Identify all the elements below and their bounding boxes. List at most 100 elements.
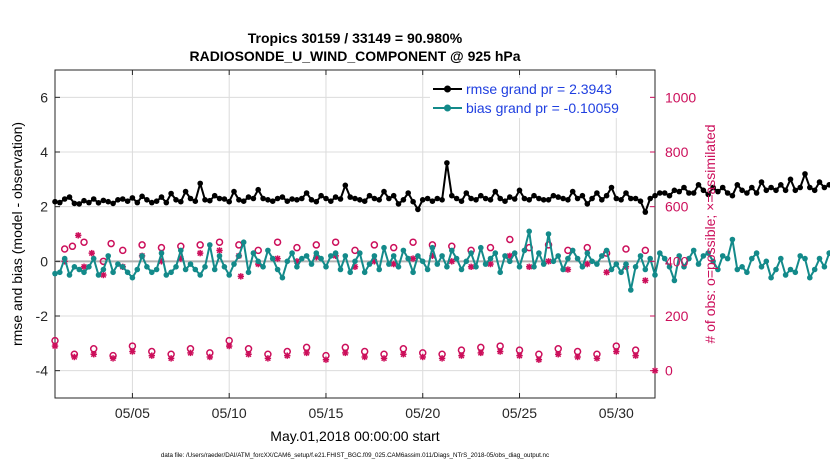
bias-point: [628, 287, 634, 293]
bias-point: [744, 269, 750, 276]
rmse-point: [115, 197, 121, 203]
rmse-point: [410, 198, 416, 205]
bias-point: [202, 264, 208, 270]
rmse-point: [81, 197, 87, 204]
bias-point: [61, 255, 68, 262]
obs-possible-marker: [60, 245, 69, 253]
bias-point: [782, 272, 789, 278]
bias-point: [197, 272, 203, 278]
bias-point: [221, 264, 228, 270]
rmse-point: [236, 197, 242, 203]
rmse-point: [453, 195, 460, 202]
rmse-point: [657, 190, 663, 196]
rmse-point: [623, 190, 629, 196]
rmse-point: [753, 190, 760, 196]
obs-assimilated-marker: [264, 355, 272, 362]
x-tick-label: 05/05: [115, 405, 150, 421]
rmse-point: [376, 197, 383, 203]
bias-point: [642, 266, 649, 273]
legend-box: [430, 78, 650, 118]
bias-point: [821, 264, 828, 270]
rmse-point: [739, 187, 745, 194]
rmse-point: [390, 192, 397, 199]
bias-point: [308, 261, 315, 267]
rmse-point: [487, 197, 494, 203]
bias-point: [482, 261, 489, 267]
bias-point: [811, 266, 818, 273]
rmse-point: [168, 190, 174, 197]
obs-assimilated-marker: [390, 260, 397, 268]
rmse-point: [163, 199, 170, 206]
obs-assimilated-stroke: [90, 351, 97, 358]
bias-point: [390, 253, 397, 259]
y2-tick-label: 1000: [665, 89, 696, 105]
obs-possible-marker: [331, 238, 340, 246]
rmse-point: [700, 187, 707, 194]
obs-possible-marker: [196, 241, 204, 249]
bias-point: [444, 264, 450, 270]
rmse-point: [444, 160, 450, 166]
bias-point: [434, 261, 441, 267]
bias-point: [400, 247, 407, 254]
rmse-point: [603, 192, 610, 199]
obs-possible-marker: [360, 347, 369, 356]
bias-point: [758, 264, 765, 270]
bias-point: [565, 255, 571, 262]
obs-assimilated-stroke: [448, 258, 455, 265]
bias-point: [478, 244, 484, 251]
obs-assimilated-marker: [574, 353, 581, 361]
bias-point: [192, 266, 199, 273]
obs-possible-marker: [641, 246, 650, 255]
bias-point: [57, 269, 63, 276]
legend-bias-label: bias grand pr = -0.10059: [466, 100, 619, 116]
obs-assimilated-stroke: [361, 354, 368, 360]
rmse-point: [594, 190, 600, 196]
bias-point: [231, 261, 237, 267]
rmse-point: [502, 198, 508, 204]
bias-point: [76, 266, 82, 273]
rmse-point: [555, 194, 561, 200]
bias-point: [71, 264, 78, 270]
obs-possible-marker: [157, 243, 166, 252]
obs-possible-marker: [293, 243, 301, 252]
bias-point: [376, 266, 383, 273]
bias-point: [255, 258, 261, 265]
bias-point: [110, 269, 116, 276]
obs-assimilated-stroke: [555, 351, 562, 358]
bias-point: [371, 253, 378, 259]
rmse-point: [187, 195, 194, 202]
bias-point: [531, 264, 537, 270]
obs-assimilated-stroke: [129, 348, 136, 355]
rmse-point: [216, 195, 223, 202]
bias-point: [342, 253, 349, 259]
rmse-point: [352, 195, 358, 202]
obs-assimilated-marker: [303, 349, 310, 357]
rmse-point: [695, 182, 702, 188]
y-axis-label: rmse and bias (model - observation): [9, 122, 25, 346]
bias-point: [328, 253, 334, 259]
rmse-point: [289, 196, 295, 202]
bias-point: [405, 255, 412, 262]
rmse-point: [526, 197, 532, 203]
legend-rmse-label: rmse grand pr = 2.3943: [466, 81, 612, 97]
rmse-point: [637, 198, 644, 204]
obs-assimilated-marker: [361, 353, 368, 361]
rmse-point: [342, 182, 349, 189]
rmse-point: [357, 197, 363, 203]
obs-assimilated-marker: [187, 349, 194, 357]
rmse-point: [332, 194, 339, 200]
bias-point: [734, 266, 741, 273]
obs-assimilated-stroke: [632, 352, 639, 359]
rmse-point: [763, 187, 770, 194]
obs-assimilated-marker: [632, 352, 639, 359]
bias-point: [318, 255, 324, 262]
rmse-point: [381, 188, 387, 195]
bias-point: [802, 255, 808, 262]
rmse-point: [686, 190, 692, 196]
bias-point: [332, 250, 339, 256]
rmse-point: [647, 195, 653, 202]
obs-possible-marker: [457, 346, 466, 354]
bias-point: [419, 258, 426, 265]
rmse-point: [734, 182, 741, 188]
bias-point: [158, 250, 165, 256]
